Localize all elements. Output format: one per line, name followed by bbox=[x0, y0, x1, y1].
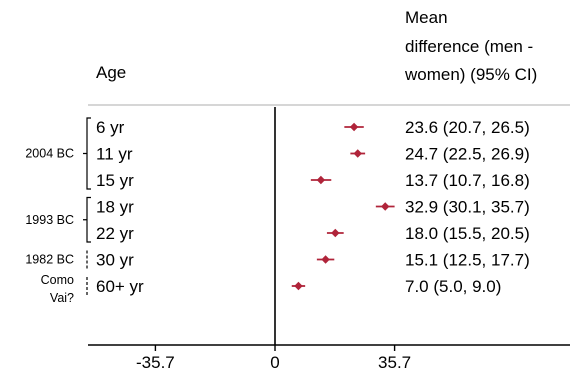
point-estimate-marker bbox=[294, 281, 303, 291]
age-label: 60+ yr bbox=[96, 277, 144, 296]
estimate-text: 15.1 (12.5, 17.7) bbox=[405, 251, 530, 270]
age-column-header: Age bbox=[96, 63, 126, 82]
group-bracket bbox=[83, 117, 91, 190]
estimate-header-line-2: difference (men - bbox=[405, 37, 533, 56]
group-3: Como Vai? bbox=[41, 273, 88, 305]
age-label: 11 yr bbox=[96, 145, 133, 164]
point-estimate-marker bbox=[349, 122, 359, 132]
row-0: 6 yr 23.6 (20.7, 26.5) bbox=[96, 118, 530, 137]
row-6: 60+ yr 7.0 (5.0, 9.0) bbox=[96, 277, 501, 296]
group-labels: 2004 BC 1993 BC 1982 BC Como Vai? bbox=[25, 117, 91, 305]
row-5: 30 yr 15.1 (12.5, 17.7) bbox=[96, 251, 530, 270]
age-label: 6 yr bbox=[96, 118, 125, 137]
point-estimate-marker bbox=[331, 228, 340, 238]
group-0: 2004 BC bbox=[25, 117, 91, 190]
estimate-text: 18.0 (15.5, 20.5) bbox=[405, 224, 530, 243]
estimate-header-line-3: women) (95% CI) bbox=[404, 65, 537, 84]
point-estimate-marker bbox=[381, 202, 390, 211]
estimate-header-line-1: Mean bbox=[405, 8, 448, 27]
group-label: Vai? bbox=[50, 291, 74, 305]
age-label: 30 yr bbox=[96, 251, 134, 270]
x-axis: -35.7 0 35.7 bbox=[88, 107, 570, 370]
x-tick-label: 35.7 bbox=[378, 353, 411, 370]
point-estimate-marker bbox=[353, 149, 362, 158]
row-2: 15 yr 13.7 (10.7, 16.8) bbox=[96, 171, 530, 190]
row-4: 22 yr 18.0 (15.5, 20.5) bbox=[96, 224, 530, 243]
point-estimate-marker bbox=[316, 175, 326, 185]
x-tick-label: -35.7 bbox=[136, 353, 175, 370]
group-bracket bbox=[83, 196, 91, 243]
point-estimate-marker bbox=[321, 255, 330, 264]
group-1: 1993 BC bbox=[25, 196, 91, 243]
estimate-text: 13.7 (10.7, 16.8) bbox=[405, 171, 530, 190]
age-label: 15 yr bbox=[96, 171, 134, 190]
estimate-text: 23.6 (20.7, 26.5) bbox=[405, 118, 530, 137]
group-label: 1982 BC bbox=[25, 253, 74, 267]
group-label: Como bbox=[41, 273, 74, 287]
estimate-text: 32.9 (30.1, 35.7) bbox=[405, 198, 530, 217]
data-rows: 6 yr 23.6 (20.7, 26.5) 11 yr 24.7 (22.5, 26… bbox=[96, 118, 530, 296]
estimate-text: 24.7 (22.5, 26.9) bbox=[405, 145, 530, 164]
x-tick-label: 0 bbox=[270, 353, 279, 370]
group-label: 1993 BC bbox=[25, 213, 74, 227]
row-3: 18 yr 32.9 (30.1, 35.7) bbox=[96, 198, 530, 217]
estimate-text: 7.0 (5.0, 9.0) bbox=[405, 277, 501, 296]
age-label: 18 yr bbox=[96, 198, 134, 217]
group-2: 1982 BC bbox=[25, 250, 88, 269]
age-label: 22 yr bbox=[96, 224, 134, 243]
group-label: 2004 BC bbox=[25, 147, 74, 161]
row-1: 11 yr 24.7 (22.5, 26.9) bbox=[96, 145, 530, 164]
